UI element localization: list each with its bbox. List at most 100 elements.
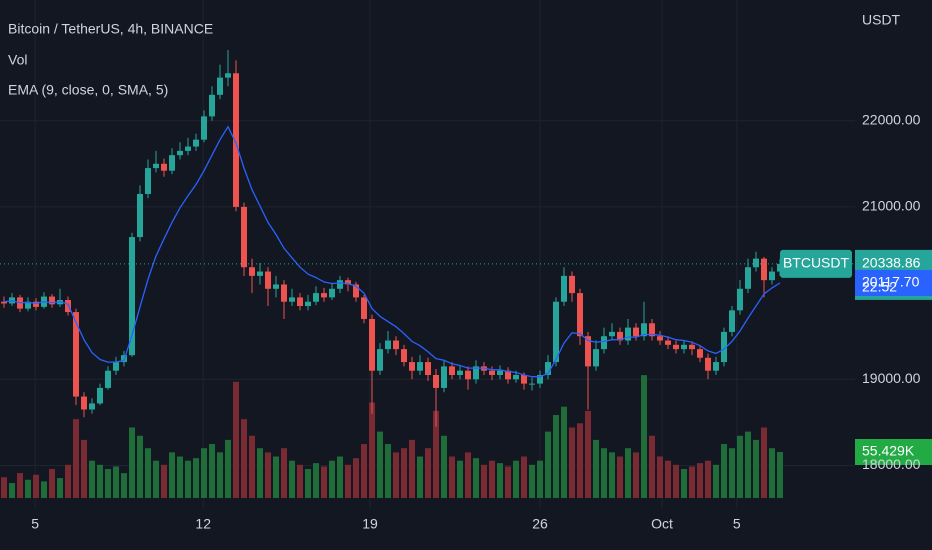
volume-bar [641,375,647,498]
ema-last-label: 20117.70 [862,274,920,290]
candle-body [369,318,375,371]
volume-bar [697,463,703,498]
candle-body [649,323,655,337]
symbol-label: BTCUSDT [783,255,850,271]
candle-body [705,357,711,371]
volume-bar [361,444,367,498]
volume-bar [545,431,551,498]
candle-body [585,336,591,367]
overlay-layer [0,125,932,465]
volume-bar [81,439,87,498]
candle-body [105,370,111,388]
candle-body [1,301,7,304]
volume-bar [481,464,487,498]
x-tick-label: 5 [31,516,39,532]
volume-bar [329,460,335,498]
candle-body [25,301,31,309]
candle-body [641,323,647,337]
volume-bar [201,448,207,498]
volume-bar [441,435,447,498]
volume-bar [73,419,79,498]
volume-bar [393,452,399,498]
volume-bar [337,456,343,498]
volume-bar [9,483,15,498]
volume-bar [657,456,663,498]
candle-body [553,301,559,363]
candle-body [273,284,279,289]
symbol-box [780,249,852,278]
volume-bar [433,410,439,498]
volume-bar [537,460,543,498]
volume-bar [465,452,471,498]
volume-bar [409,439,415,498]
candle-body [145,168,151,194]
symbol-title: Bitcoin / TetherUS, 4h, BINANCE [8,21,213,37]
volume-bar [745,431,751,498]
volume-bar [761,427,767,498]
candle-body [153,163,159,169]
volume-bar [145,448,151,498]
volume-bar [369,402,375,498]
volume-bar [569,427,575,498]
countdown-label: 22:52 [862,279,897,295]
volume-bar [729,448,735,498]
candle-body [617,331,623,341]
volume-bar [17,473,23,498]
candle-body [329,288,335,298]
volume-bar [209,444,215,498]
candle-body [761,258,767,281]
volume-bar [177,456,183,498]
candle-body [385,340,391,350]
volume-bar [65,464,71,498]
volume-bar [105,468,111,498]
vol-legend: Vol [8,52,27,68]
candle-body [297,297,303,307]
volume-bar [577,423,583,498]
volume-bar [25,479,31,498]
volume-bar [97,464,103,498]
candle-body [497,370,503,375]
candle-layer [1,50,783,427]
y-tick-label: 19000.00 [862,370,921,386]
ema-box [855,269,932,296]
candle-body [113,362,119,371]
volume-bar [217,452,223,498]
candle-body [489,370,495,375]
candle-body [257,271,263,276]
volume-bar [753,439,759,498]
candle-body [209,94,215,117]
volume-last-label: 55.429K [862,443,915,459]
volume-bar [273,456,279,498]
candle-body [505,370,511,380]
candle-body [353,284,359,298]
candle-body [201,116,207,140]
volume-bar [721,444,727,498]
candle-body [169,155,175,171]
candle-body [97,387,103,404]
volume-bar [313,463,319,498]
candle-body [81,396,87,410]
candle-body [33,301,39,307]
volume-bar [737,435,743,498]
volume-bar [593,439,599,498]
candle-body [241,206,247,268]
candle-body [521,375,527,384]
volume-bar [129,427,135,498]
candle-body [345,280,351,285]
volume-bar [529,464,535,498]
ema-legend: EMA (9, close, 0, SMA, 5) [8,82,168,98]
volume-bar [89,460,95,498]
volume-bar [449,456,455,498]
volume-bar [489,460,495,498]
volume-box [855,438,932,465]
volume-bar [321,466,327,498]
candle-body [409,362,415,371]
volume-bar [49,468,55,498]
candle-body [265,271,271,289]
candle-body [753,258,759,268]
volume-bar [625,448,631,498]
candle-body [401,349,407,363]
candle-body [249,267,255,276]
candle-body [441,366,447,388]
